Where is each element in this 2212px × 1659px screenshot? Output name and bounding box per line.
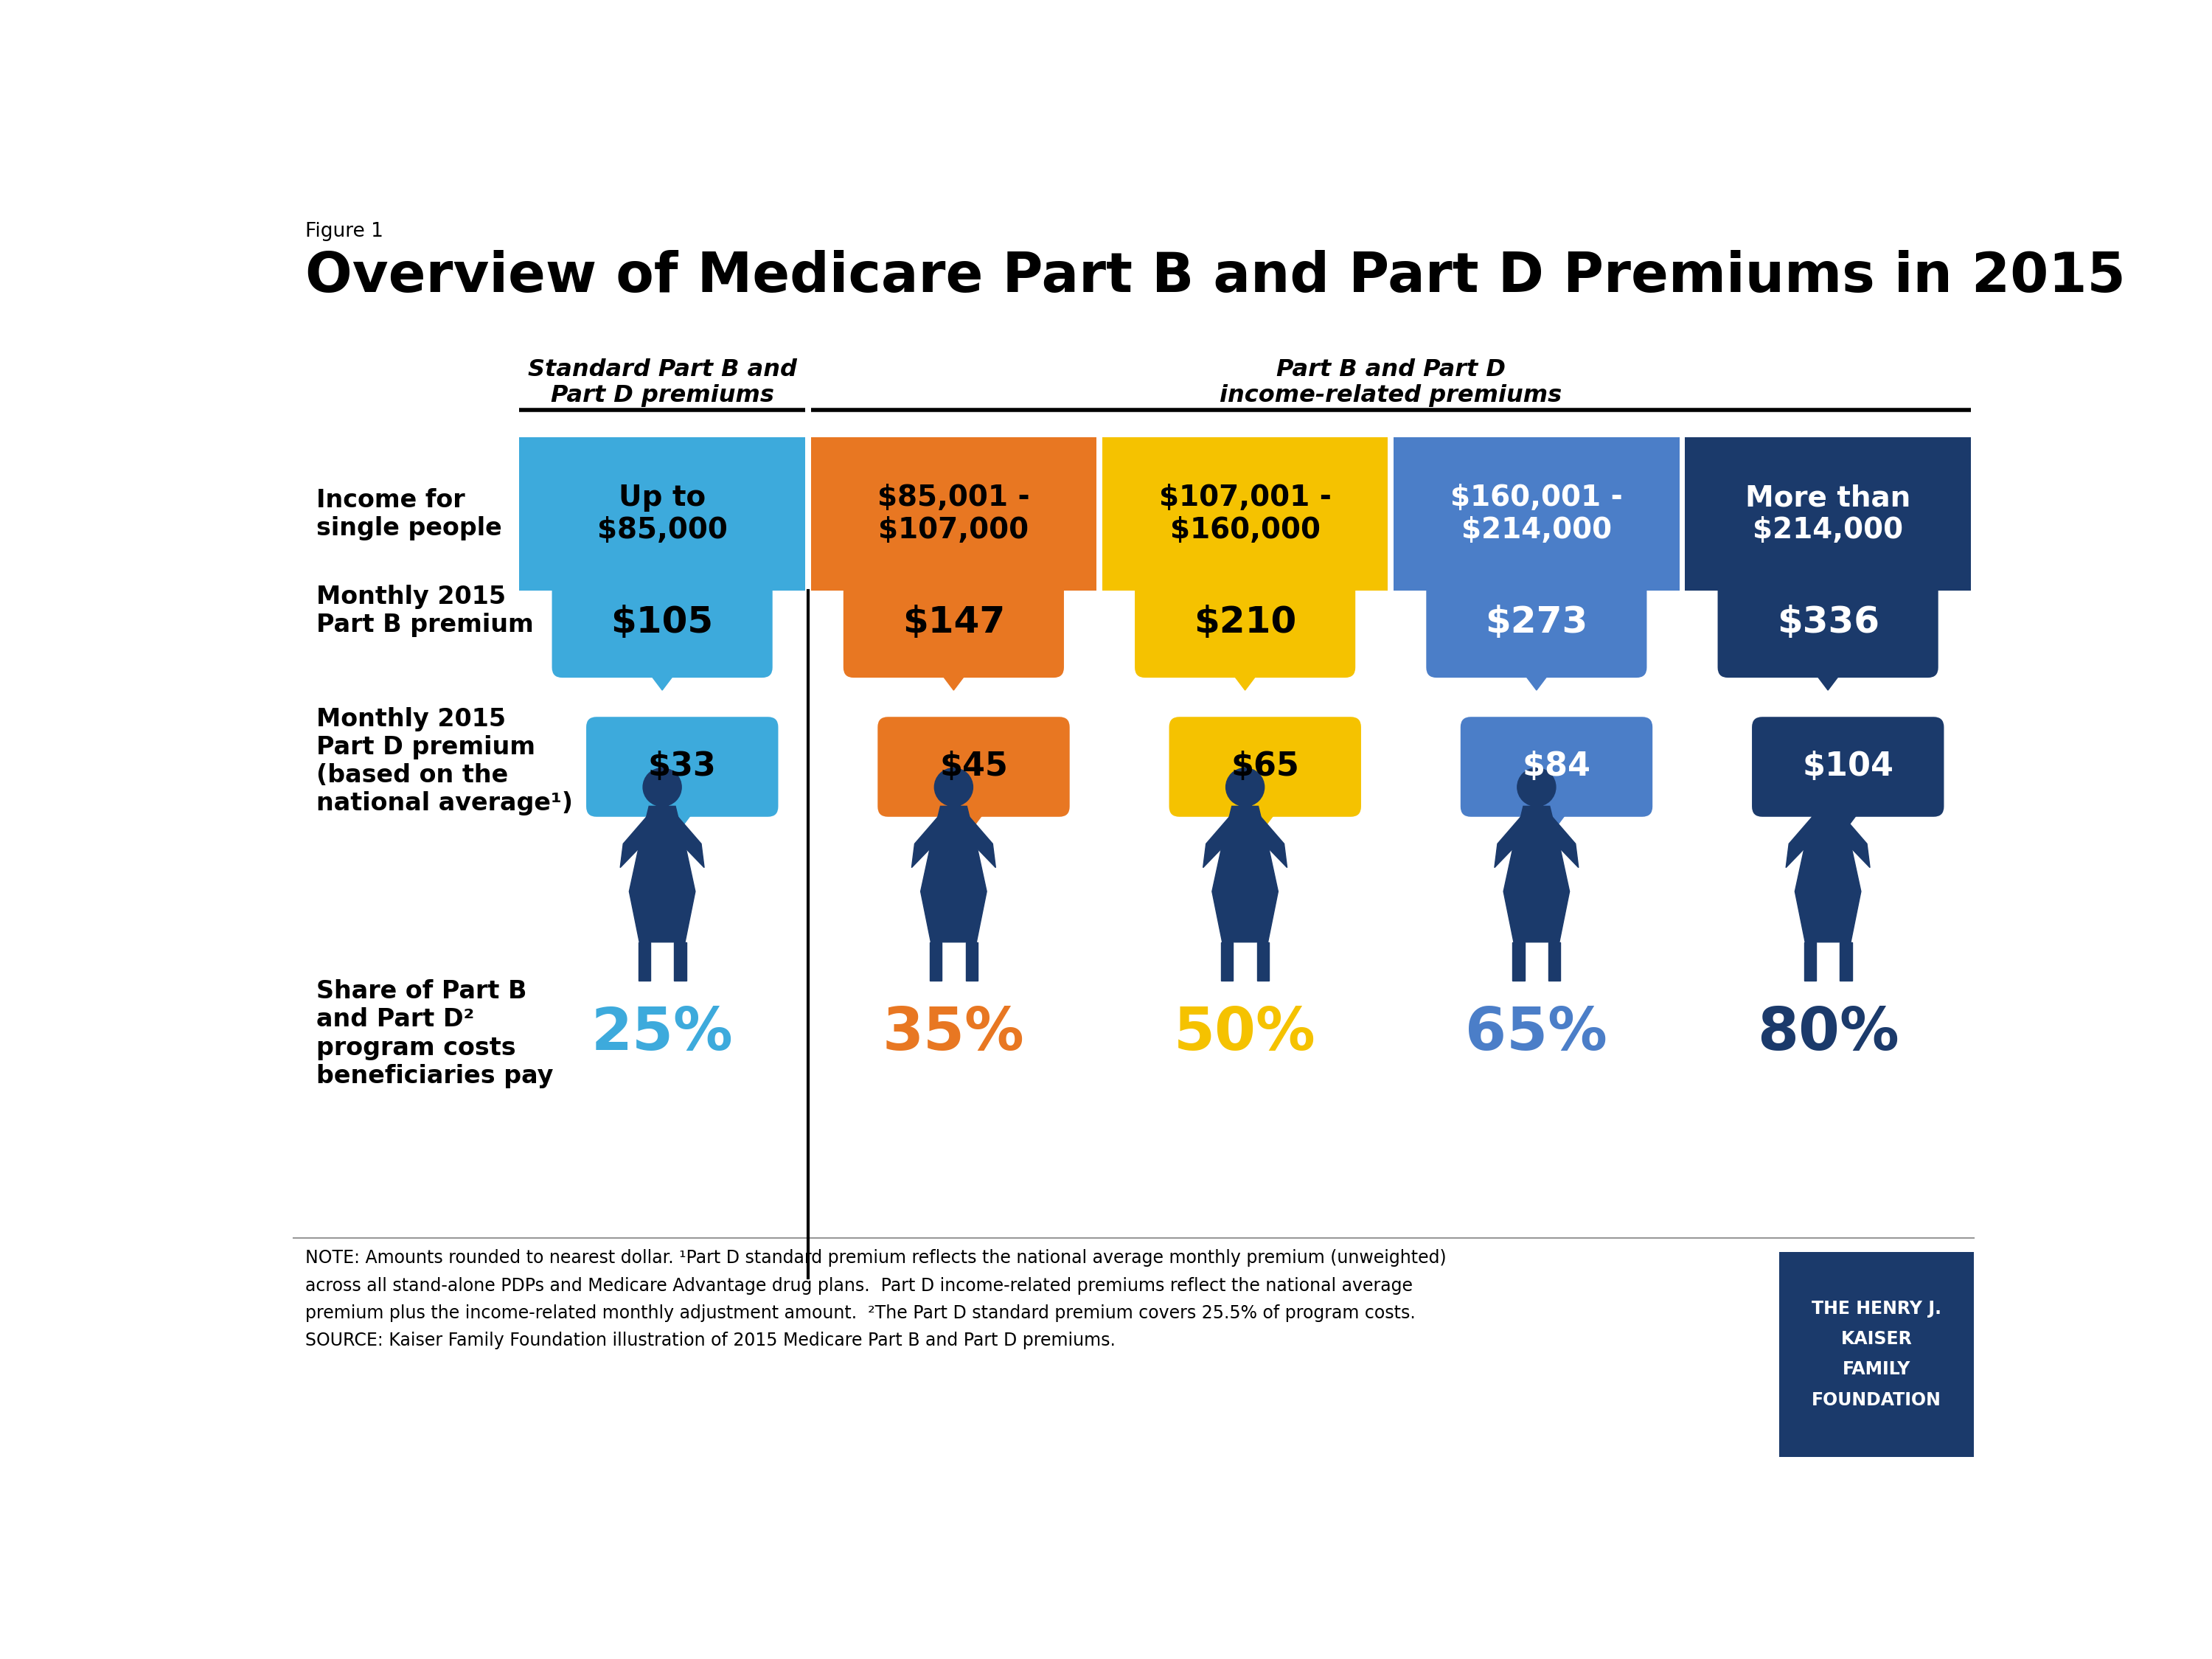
FancyBboxPatch shape bbox=[1170, 717, 1360, 816]
Text: $65: $65 bbox=[1230, 752, 1298, 783]
Circle shape bbox=[933, 768, 973, 806]
FancyBboxPatch shape bbox=[812, 438, 1097, 591]
Text: Monthly 2015
Part D premium
(based on the
national average¹): Monthly 2015 Part D premium (based on th… bbox=[316, 707, 573, 816]
Text: $273: $273 bbox=[1484, 604, 1588, 640]
Text: Standard Part B and
Part D premiums: Standard Part B and Part D premiums bbox=[529, 358, 796, 408]
FancyBboxPatch shape bbox=[586, 717, 779, 816]
Bar bbox=[639, 942, 650, 980]
Polygon shape bbox=[675, 815, 703, 868]
Circle shape bbox=[1517, 768, 1555, 806]
Text: $84: $84 bbox=[1522, 752, 1590, 783]
FancyBboxPatch shape bbox=[878, 717, 1071, 816]
Circle shape bbox=[1809, 768, 1847, 806]
Bar bbox=[929, 942, 942, 980]
Bar bbox=[1256, 942, 1270, 980]
FancyBboxPatch shape bbox=[1686, 438, 1971, 591]
Polygon shape bbox=[1212, 806, 1279, 942]
Text: $33: $33 bbox=[648, 752, 717, 783]
Polygon shape bbox=[1520, 667, 1553, 690]
Text: $160,001 -
$214,000: $160,001 - $214,000 bbox=[1451, 484, 1624, 544]
Polygon shape bbox=[1812, 667, 1845, 690]
Polygon shape bbox=[911, 815, 940, 868]
Polygon shape bbox=[1551, 815, 1579, 868]
Text: Share of Part B
and Part D²
program costs
beneficiaries pay: Share of Part B and Part D² program cost… bbox=[316, 979, 553, 1088]
Bar bbox=[1513, 942, 1524, 980]
Text: $147: $147 bbox=[902, 604, 1004, 640]
Polygon shape bbox=[1840, 815, 1869, 868]
Polygon shape bbox=[1203, 815, 1232, 868]
Polygon shape bbox=[668, 806, 697, 826]
Text: $104: $104 bbox=[1803, 752, 1893, 783]
FancyBboxPatch shape bbox=[1460, 717, 1652, 816]
Text: 50%: 50% bbox=[1175, 1005, 1316, 1062]
Polygon shape bbox=[1495, 815, 1524, 868]
Text: Part B and Part D
income-related premiums: Part B and Part D income-related premium… bbox=[1219, 358, 1562, 408]
Polygon shape bbox=[1228, 667, 1263, 690]
Bar bbox=[1531, 786, 1542, 806]
Text: $85,001 -
$107,000: $85,001 - $107,000 bbox=[878, 484, 1031, 544]
Polygon shape bbox=[1794, 806, 1860, 942]
Text: $210: $210 bbox=[1194, 604, 1296, 640]
Polygon shape bbox=[1504, 806, 1571, 942]
Polygon shape bbox=[936, 667, 971, 690]
FancyBboxPatch shape bbox=[520, 438, 805, 591]
FancyBboxPatch shape bbox=[1394, 438, 1679, 591]
Text: Overview of Medicare Part B and Part D Premiums in 2015: Overview of Medicare Part B and Part D P… bbox=[305, 251, 2126, 304]
Polygon shape bbox=[619, 815, 648, 868]
Bar bbox=[1805, 942, 1816, 980]
Polygon shape bbox=[958, 806, 989, 826]
Polygon shape bbox=[646, 667, 679, 690]
Bar bbox=[1840, 942, 1851, 980]
Polygon shape bbox=[1834, 806, 1863, 826]
Text: 65%: 65% bbox=[1464, 1005, 1608, 1062]
Polygon shape bbox=[628, 806, 695, 942]
Text: 35%: 35% bbox=[883, 1005, 1024, 1062]
Bar bbox=[1548, 942, 1559, 980]
Bar bbox=[1823, 786, 1834, 806]
Text: Income for
single people: Income for single people bbox=[316, 488, 502, 541]
Bar bbox=[1221, 942, 1232, 980]
FancyBboxPatch shape bbox=[1427, 566, 1646, 677]
Text: 25%: 25% bbox=[591, 1005, 732, 1062]
FancyBboxPatch shape bbox=[1135, 566, 1356, 677]
Text: Figure 1: Figure 1 bbox=[305, 222, 383, 241]
Bar bbox=[675, 942, 686, 980]
FancyBboxPatch shape bbox=[843, 566, 1064, 677]
Text: 80%: 80% bbox=[1756, 1005, 1898, 1062]
FancyBboxPatch shape bbox=[1778, 1253, 1973, 1457]
Text: Up to
$85,000: Up to $85,000 bbox=[597, 484, 728, 544]
FancyBboxPatch shape bbox=[1102, 438, 1387, 591]
FancyBboxPatch shape bbox=[1719, 566, 1938, 677]
FancyBboxPatch shape bbox=[1752, 717, 1944, 816]
Text: Monthly 2015
Part B premium: Monthly 2015 Part B premium bbox=[316, 584, 533, 637]
Text: NOTE: Amounts rounded to nearest dollar. ¹Part D standard premium reflects the n: NOTE: Amounts rounded to nearest dollar.… bbox=[305, 1249, 1447, 1350]
Polygon shape bbox=[967, 815, 995, 868]
Polygon shape bbox=[1259, 815, 1287, 868]
Polygon shape bbox=[1542, 806, 1571, 826]
Text: $45: $45 bbox=[940, 752, 1009, 783]
Polygon shape bbox=[1785, 815, 1814, 868]
Polygon shape bbox=[1250, 806, 1281, 826]
FancyBboxPatch shape bbox=[553, 566, 772, 677]
Circle shape bbox=[1225, 768, 1265, 806]
Text: $107,001 -
$160,000: $107,001 - $160,000 bbox=[1159, 484, 1332, 544]
Text: More than
$214,000: More than $214,000 bbox=[1745, 484, 1911, 544]
Bar bbox=[947, 786, 960, 806]
Bar bbox=[967, 942, 978, 980]
Polygon shape bbox=[920, 806, 987, 942]
Bar bbox=[1239, 786, 1252, 806]
Bar bbox=[657, 786, 668, 806]
Circle shape bbox=[644, 768, 681, 806]
Text: $105: $105 bbox=[611, 604, 714, 640]
Text: $336: $336 bbox=[1776, 604, 1880, 640]
Text: THE HENRY J.
KAISER
FAMILY
FOUNDATION: THE HENRY J. KAISER FAMILY FOUNDATION bbox=[1812, 1301, 1942, 1408]
